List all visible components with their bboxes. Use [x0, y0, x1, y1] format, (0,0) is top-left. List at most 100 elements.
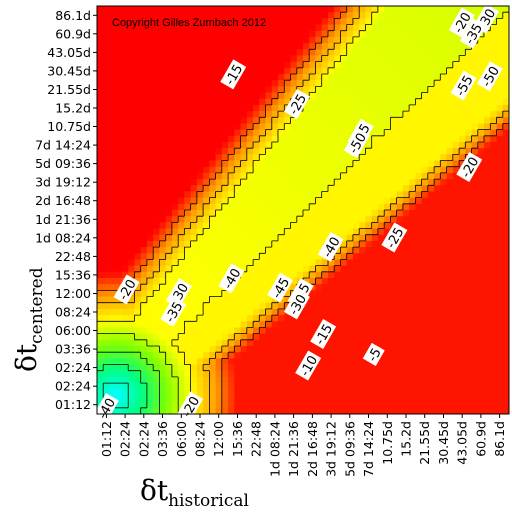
heatmap-cell	[178, 104, 185, 112]
heatmap-cell	[340, 30, 348, 38]
heatmap-cell	[465, 43, 473, 50]
heatmap-cell	[490, 117, 498, 125]
heatmap-cell	[253, 333, 260, 341]
heatmap-cell	[365, 259, 373, 267]
heatmap-cell	[371, 203, 379, 211]
heatmap-cell	[109, 98, 117, 106]
heatmap-cell	[327, 185, 335, 193]
heatmap-cell	[359, 160, 367, 168]
heatmap-cell	[153, 148, 161, 155]
heatmap-cell	[396, 92, 404, 100]
heatmap-cell	[434, 61, 441, 69]
heatmap-cell	[240, 55, 248, 63]
heatmap-cell	[440, 92, 448, 100]
heatmap-cell	[352, 80, 360, 87]
heatmap-cell	[296, 327, 304, 335]
heatmap-cell	[209, 265, 217, 273]
heatmap-cell	[452, 148, 460, 155]
heatmap-cell	[278, 98, 285, 106]
heatmap-cell	[327, 210, 335, 217]
contour-label-background	[450, 70, 477, 101]
heatmap-cell	[396, 265, 404, 273]
heatmap-cell	[159, 308, 167, 316]
heatmap-cell	[246, 265, 254, 273]
heatmap-cell	[421, 271, 429, 279]
heatmap-cell	[109, 185, 117, 193]
heatmap-cell	[159, 333, 167, 341]
heatmap-cell	[215, 339, 223, 347]
heatmap-cell	[303, 383, 310, 390]
heatmap-cell	[140, 117, 148, 125]
heatmap-cell	[446, 376, 454, 384]
heatmap-cell	[253, 302, 260, 310]
heatmap-cell	[246, 315, 254, 322]
heatmap-cell	[409, 6, 416, 13]
heatmap-cell	[265, 222, 273, 230]
heatmap-cell	[97, 123, 104, 131]
heatmap-cell	[334, 271, 342, 279]
heatmap-cell	[128, 222, 136, 230]
heatmap-cell	[377, 395, 385, 403]
heatmap-cell	[359, 253, 367, 261]
heatmap-cell	[452, 67, 460, 75]
heatmap-cell	[309, 129, 317, 137]
heatmap-cell	[190, 148, 198, 155]
heatmap-cell	[384, 271, 391, 279]
heatmap-cell	[402, 240, 410, 248]
heatmap-cell	[184, 376, 192, 384]
heatmap-cell	[377, 148, 385, 155]
heatmap-cell	[327, 333, 335, 341]
heatmap-cell	[203, 49, 210, 57]
x-tick-label: 21.55d	[417, 421, 432, 465]
heatmap-cell	[178, 166, 185, 174]
heatmap-cell	[434, 135, 441, 143]
heatmap-cell	[290, 67, 298, 75]
heatmap-cell	[290, 160, 298, 168]
heatmap-cell	[221, 123, 229, 131]
heatmap-cell	[309, 166, 317, 174]
heatmap-cell	[415, 123, 423, 131]
heatmap-cell	[203, 395, 210, 403]
heatmap-cell	[215, 259, 223, 267]
heatmap-cell	[396, 315, 404, 322]
heatmap-cell	[334, 117, 342, 125]
heatmap-cell	[234, 6, 242, 13]
heatmap-cell	[434, 49, 441, 57]
heatmap-cell	[359, 154, 367, 162]
heatmap-cell	[134, 49, 142, 57]
heatmap-cell	[146, 67, 154, 75]
heatmap-cell	[271, 61, 279, 69]
heatmap-cell	[284, 92, 292, 100]
heatmap-cell	[409, 222, 416, 230]
heatmap-cell	[103, 55, 111, 63]
heatmap-cell	[103, 172, 111, 180]
heatmap-cell	[228, 203, 235, 211]
heatmap-cell	[340, 333, 348, 341]
heatmap-cell	[246, 123, 254, 131]
heatmap-cell	[134, 179, 142, 186]
heatmap-cell	[340, 308, 348, 316]
heatmap-cell	[134, 203, 142, 211]
heatmap-cell	[496, 265, 504, 273]
heatmap-cell	[346, 302, 354, 310]
heatmap-cell	[402, 166, 410, 174]
heatmap-cell	[265, 333, 273, 341]
heatmap-cell	[140, 271, 148, 279]
heatmap-cell	[452, 383, 460, 390]
heatmap-cell	[234, 135, 242, 143]
heatmap-cell	[502, 302, 509, 310]
heatmap-cell	[334, 191, 342, 199]
heatmap-cell	[471, 86, 479, 94]
heatmap-cell	[278, 160, 285, 168]
heatmap-cell	[327, 80, 335, 87]
heatmap-cell	[184, 339, 192, 347]
heatmap-cell	[146, 86, 154, 94]
heatmap-cell	[321, 142, 329, 149]
heatmap-cell	[303, 12, 310, 19]
heatmap-cell	[427, 74, 435, 81]
heatmap-cell	[352, 179, 360, 186]
heatmap-cell	[396, 154, 404, 162]
heatmap-cell	[440, 333, 448, 341]
heatmap-cell	[484, 197, 491, 205]
heatmap-cell	[496, 172, 504, 180]
